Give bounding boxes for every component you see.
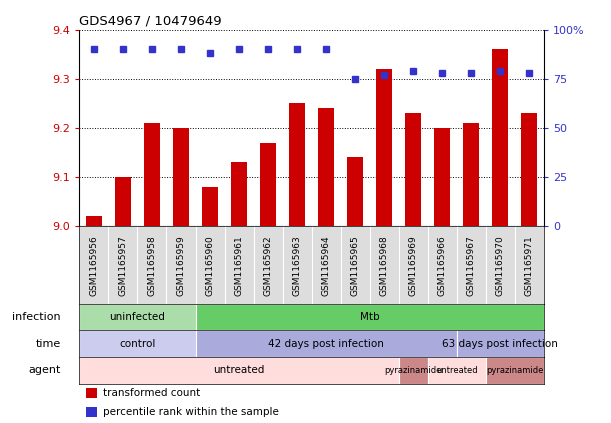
- Bar: [428, 357, 486, 384]
- Bar: [196, 304, 544, 330]
- Text: uninfected: uninfected: [109, 312, 166, 322]
- Text: time: time: [35, 338, 60, 349]
- Bar: [405, 113, 421, 226]
- Text: untreated: untreated: [436, 366, 478, 375]
- Bar: [79, 330, 196, 357]
- Text: GSM1165957: GSM1165957: [119, 236, 128, 297]
- Text: GSM1165968: GSM1165968: [379, 236, 389, 297]
- Bar: [318, 108, 334, 226]
- Text: 42 days post infection: 42 days post infection: [268, 338, 384, 349]
- Bar: [456, 330, 544, 357]
- Bar: [521, 113, 537, 226]
- Bar: [347, 157, 363, 226]
- Bar: [399, 357, 428, 384]
- Text: GSM1165967: GSM1165967: [467, 236, 476, 297]
- Bar: [86, 217, 102, 226]
- Bar: [79, 304, 196, 330]
- Bar: [173, 128, 189, 226]
- Bar: [86, 407, 97, 417]
- Text: percentile rank within the sample: percentile rank within the sample: [103, 407, 279, 417]
- Text: pyrazinamide: pyrazinamide: [486, 366, 543, 375]
- Text: GSM1165970: GSM1165970: [496, 236, 505, 297]
- Bar: [115, 177, 131, 226]
- Bar: [144, 123, 160, 226]
- Text: GSM1165964: GSM1165964: [321, 236, 331, 296]
- Text: GSM1165958: GSM1165958: [147, 236, 156, 297]
- Text: Mtb: Mtb: [360, 312, 379, 322]
- Text: transformed count: transformed count: [103, 388, 200, 398]
- Text: 63 days post infection: 63 days post infection: [442, 338, 558, 349]
- Text: GSM1165969: GSM1165969: [409, 236, 418, 297]
- Text: infection: infection: [12, 312, 60, 322]
- Text: GSM1165959: GSM1165959: [177, 236, 186, 297]
- Bar: [79, 357, 398, 384]
- Bar: [260, 143, 276, 226]
- Bar: [86, 388, 97, 398]
- Bar: [202, 187, 218, 226]
- Bar: [376, 69, 392, 226]
- Text: untreated: untreated: [213, 365, 265, 375]
- Bar: [486, 357, 544, 384]
- Bar: [492, 49, 508, 226]
- Text: control: control: [119, 338, 156, 349]
- Text: GDS4967 / 10479649: GDS4967 / 10479649: [79, 14, 222, 27]
- Text: GSM1165960: GSM1165960: [205, 236, 214, 297]
- Text: GSM1165962: GSM1165962: [263, 236, 273, 296]
- Bar: [434, 128, 450, 226]
- Text: agent: agent: [28, 365, 60, 375]
- Text: pyrazinamide: pyrazinamide: [384, 366, 442, 375]
- Text: GSM1165963: GSM1165963: [293, 236, 302, 297]
- Bar: [463, 123, 479, 226]
- Bar: [196, 330, 456, 357]
- Bar: [231, 162, 247, 226]
- Text: GSM1165956: GSM1165956: [89, 236, 98, 297]
- Text: GSM1165961: GSM1165961: [235, 236, 244, 297]
- Text: GSM1165965: GSM1165965: [351, 236, 360, 297]
- Text: GSM1165966: GSM1165966: [437, 236, 447, 297]
- Text: GSM1165971: GSM1165971: [525, 236, 534, 297]
- Bar: [289, 103, 305, 226]
